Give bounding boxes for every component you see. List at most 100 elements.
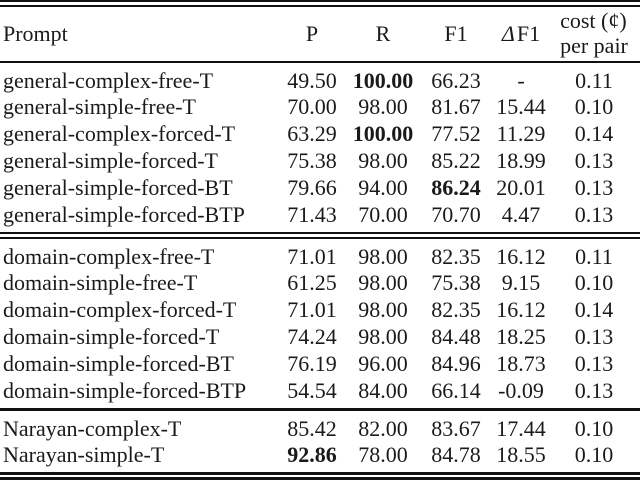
col-header-delta-f1: ΔF1 bbox=[488, 3, 554, 63]
cell-f1: 77.52 bbox=[431, 121, 481, 146]
cell-f1: 75.38 bbox=[431, 270, 481, 295]
table-row: general-simple-free-T 70.00 98.00 81.67 … bbox=[0, 94, 640, 121]
group-general: general-complex-free-T 49.50 100.00 66.2… bbox=[0, 62, 640, 236]
cell-recall: 98.00 bbox=[358, 148, 408, 173]
cell-delta-f1: 18.25 bbox=[496, 324, 546, 349]
cell-precision: 74.24 bbox=[287, 324, 337, 349]
cell-cost: 0.13 bbox=[574, 148, 614, 173]
cell-precision: 70.00 bbox=[287, 94, 337, 119]
table-row: general-simple-forced-T 75.38 98.00 85.2… bbox=[0, 148, 640, 175]
cell-recall: 84.00 bbox=[358, 377, 408, 403]
cell-recall: 78.00 bbox=[358, 441, 408, 467]
cell-precision: 75.38 bbox=[287, 148, 337, 173]
cell-prompt: domain-simple-forced-T bbox=[3, 324, 220, 349]
cell-precision: 92.86 bbox=[287, 441, 337, 467]
cell-recall: 98.00 bbox=[358, 270, 408, 295]
cell-prompt: general-simple-free-T bbox=[3, 94, 196, 119]
cell-prompt: Narayan-simple-T bbox=[3, 441, 165, 467]
cell-precision: 76.19 bbox=[287, 351, 337, 376]
cell-cost: 0.13 bbox=[574, 351, 614, 376]
cell-f1: 84.96 bbox=[431, 351, 481, 376]
cell-prompt: general-complex-free-T bbox=[3, 67, 214, 93]
delta-f1-label: F1 bbox=[516, 20, 541, 46]
cell-prompt: domain-complex-forced-T bbox=[3, 297, 237, 322]
cell-prompt: domain-complex-free-T bbox=[3, 243, 215, 269]
table-row: domain-simple-free-T 61.25 98.00 75.38 9… bbox=[0, 270, 640, 297]
header-row: Prompt P R F1 ΔF1 cost (¢) per pair bbox=[0, 3, 640, 63]
col-header-recall: R bbox=[342, 3, 424, 63]
cell-cost: 0.10 bbox=[574, 441, 614, 467]
cell-f1: 86.24 bbox=[431, 175, 481, 200]
cell-recall: 100.00 bbox=[352, 67, 414, 93]
cell-cost: 0.11 bbox=[575, 243, 613, 269]
cell-delta-f1: 18.99 bbox=[496, 148, 546, 173]
cell-f1: 84.78 bbox=[431, 441, 481, 467]
col-header-precision: P bbox=[282, 3, 342, 63]
cell-delta-f1: 15.44 bbox=[496, 94, 546, 119]
table-row: general-simple-forced-BTP 71.43 70.00 70… bbox=[0, 202, 640, 236]
cell-recall: 94.00 bbox=[358, 175, 408, 200]
cell-f1: 82.35 bbox=[431, 243, 481, 269]
col-header-f1: F1 bbox=[424, 3, 488, 63]
cell-f1: 82.35 bbox=[431, 297, 481, 322]
cell-cost: 0.11 bbox=[575, 67, 613, 93]
table-row: general-simple-forced-BT 79.66 94.00 86.… bbox=[0, 175, 640, 202]
cell-f1: 84.48 bbox=[431, 324, 481, 349]
cell-prompt: Narayan-complex-T bbox=[3, 415, 182, 441]
cost-header-line2: per pair bbox=[560, 33, 628, 59]
cost-header-stack: cost (¢) per pair bbox=[560, 8, 628, 58]
cell-delta-f1: 20.01 bbox=[496, 175, 546, 200]
cell-prompt: domain-simple-forced-BTP bbox=[3, 377, 247, 403]
cell-precision: 71.01 bbox=[287, 243, 337, 269]
group-narayan: Narayan-complex-T 85.42 82.00 83.67 17.4… bbox=[0, 409, 640, 476]
table-row: Narayan-complex-T 85.42 82.00 83.67 17.4… bbox=[0, 409, 640, 442]
cell-delta-f1: 18.73 bbox=[496, 351, 546, 376]
cell-precision: 61.25 bbox=[287, 270, 337, 295]
cell-f1: 85.22 bbox=[431, 148, 481, 173]
cell-prompt: general-simple-forced-BT bbox=[3, 175, 233, 200]
cell-delta-f1: 11.29 bbox=[496, 121, 546, 146]
cell-prompt: general-simple-forced-T bbox=[3, 148, 218, 173]
cell-f1: 66.23 bbox=[431, 67, 481, 93]
cell-precision: 79.66 bbox=[287, 175, 337, 200]
col-header-cost: cost (¢) per pair bbox=[554, 3, 640, 63]
table-row: Narayan-simple-T 92.86 78.00 84.78 18.55… bbox=[0, 442, 640, 476]
table-header: Prompt P R F1 ΔF1 cost (¢) per pair bbox=[0, 3, 640, 63]
group-domain: domain-complex-free-T 71.01 98.00 82.35 … bbox=[0, 235, 640, 409]
results-table: Prompt P R F1 ΔF1 cost (¢) per pair gene… bbox=[0, 0, 640, 480]
cell-precision: 63.29 bbox=[287, 121, 337, 146]
cell-precision: 85.42 bbox=[287, 415, 337, 441]
cell-cost: 0.14 bbox=[574, 297, 614, 322]
cell-cost: 0.14 bbox=[574, 121, 614, 146]
cell-cost: 0.13 bbox=[574, 175, 614, 200]
cell-recall: 98.00 bbox=[358, 324, 408, 349]
cell-delta-f1: 18.55 bbox=[496, 441, 546, 467]
cell-recall: 98.00 bbox=[358, 94, 408, 119]
table-row: general-complex-free-T 49.50 100.00 66.2… bbox=[0, 62, 640, 94]
table-row: domain-simple-forced-BT 76.19 96.00 84.9… bbox=[0, 351, 640, 378]
cell-prompt: domain-simple-forced-BT bbox=[3, 351, 234, 376]
cell-precision: 49.50 bbox=[287, 67, 337, 93]
table-row: domain-simple-forced-BTP 54.54 84.00 66.… bbox=[0, 378, 640, 410]
table-row: domain-simple-forced-T 74.24 98.00 84.48… bbox=[0, 324, 640, 351]
cost-header-line1: cost (¢) bbox=[560, 8, 627, 34]
cell-delta-f1: 16.12 bbox=[496, 297, 546, 322]
cell-f1: 66.14 bbox=[431, 377, 481, 403]
table-row: general-complex-forced-T 63.29 100.00 77… bbox=[0, 121, 640, 148]
cell-delta-f1: -0.09 bbox=[498, 377, 544, 403]
cell-delta-f1: 9.15 bbox=[501, 270, 541, 295]
cell-precision: 71.43 bbox=[287, 201, 337, 227]
cell-delta-f1: - bbox=[517, 67, 525, 93]
cell-cost: 0.10 bbox=[574, 270, 614, 295]
cell-recall: 98.00 bbox=[358, 243, 408, 269]
cell-precision: 71.01 bbox=[287, 297, 337, 322]
cell-recall: 96.00 bbox=[358, 351, 408, 376]
table-row: domain-complex-forced-T 71.01 98.00 82.3… bbox=[0, 297, 640, 324]
cell-delta-f1: 17.44 bbox=[496, 415, 546, 441]
cell-f1: 83.67 bbox=[431, 415, 481, 441]
cell-cost: 0.10 bbox=[574, 94, 614, 119]
cell-delta-f1: 4.47 bbox=[501, 201, 541, 227]
cell-precision: 54.54 bbox=[287, 377, 337, 403]
cell-recall: 82.00 bbox=[358, 415, 408, 441]
